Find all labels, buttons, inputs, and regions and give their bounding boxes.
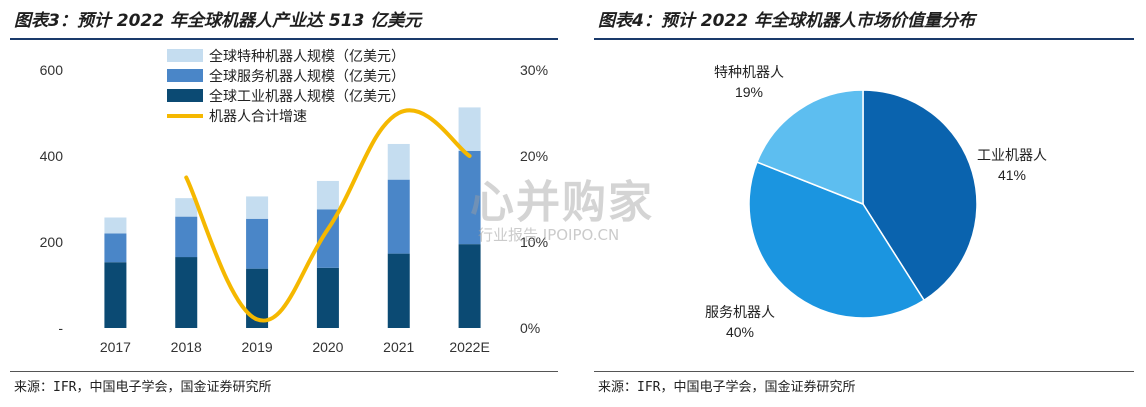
- left-axis-tick-label: 200: [40, 234, 64, 250]
- right-axis-tick-label: 10%: [520, 234, 548, 250]
- pie-slice-percent: 40%: [726, 324, 754, 340]
- watermark: 心并购家: [470, 177, 654, 228]
- bar-industrial: [246, 268, 269, 328]
- bar-special: [316, 180, 339, 210]
- x-axis-tick-label: 2017: [100, 339, 131, 355]
- bar-special: [246, 196, 269, 219]
- pie-slice: [748, 161, 926, 319]
- right-axis-tick-label: 30%: [520, 62, 548, 78]
- right-source-note: 来源：IFR，中国电子学会，国金证券研究所: [598, 380, 856, 395]
- bar-special: [104, 217, 127, 234]
- bar-service: [387, 179, 410, 254]
- x-axis-tick-label: 2022E: [449, 339, 489, 355]
- legend-label: 全球特种机器人规模（亿美元）: [209, 48, 405, 65]
- pie-slice: [756, 89, 864, 206]
- x-axis-tick-label: 2019: [242, 339, 273, 355]
- left-axis-tick-label: -: [58, 320, 63, 336]
- bar-service: [246, 218, 269, 269]
- pie-slice-percent: 41%: [998, 167, 1026, 183]
- x-axis-tick-label: 2021: [383, 339, 414, 355]
- right-footer-rule: [594, 371, 1134, 372]
- bar-industrial: [458, 244, 481, 328]
- bar-special: [458, 107, 481, 151]
- legend-label: 全球服务机器人规模（亿美元）: [209, 68, 405, 85]
- growth-rate-line: [184, 108, 472, 323]
- bar-industrial: [175, 257, 198, 328]
- left-chart-title: 图表3：预计 2022 年全球机器人产业达 513 亿美元: [14, 11, 422, 31]
- watermark-subtext: 行业报告 IPOIPO.CN: [478, 226, 620, 244]
- right-title-rule: [594, 38, 1134, 40]
- legend-swatch: [167, 69, 203, 82]
- pie-slice-label: 工业机器人: [977, 148, 1047, 164]
- legend-label: 机器人合计增速: [209, 109, 307, 125]
- bar-special: [387, 143, 410, 180]
- bar-service: [175, 216, 198, 258]
- left-footer-rule: [10, 371, 558, 372]
- left-axis-tick-label: 600: [40, 62, 64, 78]
- pie-slice-percent: 19%: [735, 84, 763, 100]
- legend-swatch: [167, 89, 203, 102]
- left-title-rule: [10, 38, 558, 40]
- left-axis-tick-label: 400: [40, 148, 64, 164]
- right-chart-title: 图表4：预计 2022 年全球机器人市场价值量分布: [598, 11, 975, 31]
- left-source-note: 来源：IFR，中国电子学会，国金证券研究所: [14, 380, 272, 395]
- x-axis-tick-label: 2020: [312, 339, 343, 355]
- bar-industrial: [316, 267, 339, 328]
- legend-label: 全球工业机器人规模（亿美元）: [209, 88, 405, 105]
- bar-service: [104, 233, 127, 263]
- pie-slice-label: 服务机器人: [705, 305, 775, 321]
- bar-industrial: [104, 262, 127, 328]
- bar-special: [175, 198, 198, 217]
- bar-service: [458, 150, 481, 245]
- right-axis-tick-label: 20%: [520, 148, 548, 164]
- legend-swatch: [167, 49, 203, 62]
- bar-industrial: [387, 253, 410, 328]
- x-axis-tick-label: 2018: [171, 339, 202, 355]
- right-axis-tick-label: 0%: [520, 320, 540, 336]
- pie-slice-label: 特种机器人: [714, 65, 784, 81]
